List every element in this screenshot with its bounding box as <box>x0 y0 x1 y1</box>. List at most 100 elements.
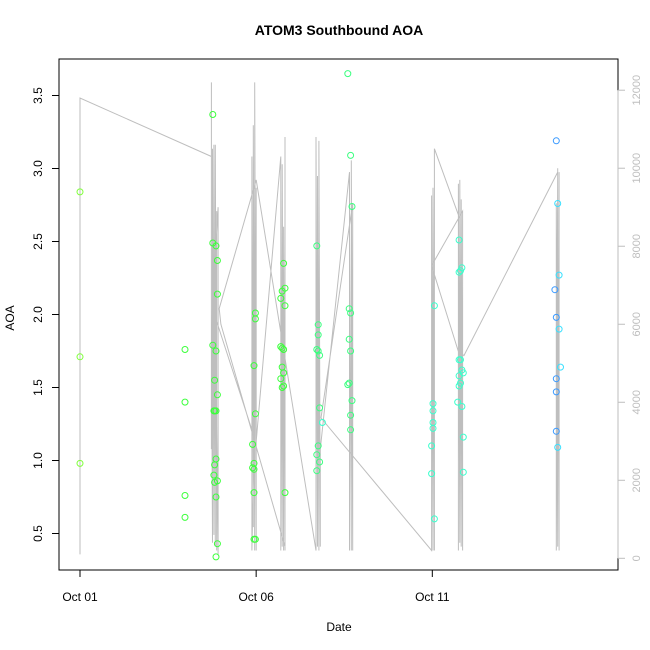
data-point <box>555 325 563 333</box>
data-point <box>316 351 324 359</box>
data-point <box>251 535 259 543</box>
data-point <box>457 379 464 387</box>
data-point <box>552 388 560 396</box>
data-point <box>430 302 438 310</box>
data-point <box>428 470 436 478</box>
data-point <box>348 397 356 405</box>
data-point <box>76 353 84 361</box>
y2-tick-label: 8000 <box>631 234 643 258</box>
data-point <box>313 346 321 353</box>
data-point <box>457 356 464 364</box>
data-point <box>345 379 353 387</box>
data-point <box>458 264 466 272</box>
data-point <box>552 375 560 383</box>
y-tick-label: 1.5 <box>31 379 45 396</box>
x-axis-label: Date <box>326 620 352 634</box>
data-point <box>430 515 438 523</box>
data-point <box>278 344 286 352</box>
data-point <box>348 203 356 210</box>
y2-axis: 0 2000 4000 6000 8000 10000 12000 <box>617 75 643 561</box>
y-tick-label: 2.5 <box>31 233 45 250</box>
data-point <box>429 400 437 408</box>
data-point <box>554 443 562 451</box>
data-point <box>280 369 288 377</box>
data-point <box>212 407 220 415</box>
data-point <box>459 369 467 377</box>
x-tick-label: Oct 06 <box>238 590 274 604</box>
y2-tick-label: 0 <box>631 555 643 561</box>
y-tick-label: 3.0 <box>31 160 45 177</box>
y-tick-label: 2.0 <box>31 306 45 323</box>
data-point <box>345 305 353 313</box>
data-point <box>552 427 560 435</box>
data-point <box>213 391 221 399</box>
data-point <box>316 458 324 466</box>
data-point <box>459 468 467 476</box>
line-series <box>79 82 560 555</box>
y-tick-label: 3.5 <box>31 87 45 104</box>
y-axis: 0.5 1.0 1.5 2.0 2.5 3.0 3.5 <box>31 87 60 542</box>
data-point <box>557 363 564 371</box>
y-tick-label: 1.0 <box>31 452 45 469</box>
data-point <box>213 540 221 548</box>
data-point <box>277 375 285 383</box>
data-point <box>250 465 258 473</box>
data-point <box>280 259 288 267</box>
data-point <box>251 410 259 418</box>
data-point <box>318 419 326 426</box>
x-tick-label: Oct 11 <box>415 590 450 604</box>
data-point <box>316 404 324 412</box>
y2-tick-label: 4000 <box>631 390 643 414</box>
data-point <box>551 286 559 294</box>
data-point <box>313 451 321 459</box>
data-point <box>213 290 221 298</box>
plot-frame <box>58 58 619 571</box>
chart-title: ATOM3 Southbound AOA <box>255 22 424 38</box>
data-point <box>212 347 220 355</box>
data-point <box>209 111 217 118</box>
data-point <box>181 513 189 521</box>
data-point <box>429 424 437 432</box>
data-point <box>552 137 560 145</box>
data-point <box>344 381 352 389</box>
data-point <box>249 464 257 472</box>
data-point <box>181 346 189 353</box>
data-point <box>181 398 189 406</box>
data-point <box>250 489 258 497</box>
data-point <box>314 331 322 339</box>
data-point <box>459 433 467 441</box>
data-point <box>347 309 355 317</box>
data-point <box>428 442 436 450</box>
data-point <box>213 477 221 485</box>
y2-tick-label: 2000 <box>631 468 643 492</box>
point-series <box>76 70 564 561</box>
data-point <box>554 200 562 207</box>
data-point <box>347 426 355 434</box>
data-point <box>278 384 286 391</box>
data-point <box>211 376 219 384</box>
data-point <box>76 188 84 196</box>
data-point <box>212 455 220 463</box>
data-point <box>314 347 322 355</box>
data-point <box>455 236 463 244</box>
data-point <box>344 70 352 78</box>
data-point <box>347 151 355 159</box>
line-trace <box>79 82 560 555</box>
data-point <box>277 294 285 302</box>
data-point <box>280 382 288 390</box>
data-point <box>281 284 289 292</box>
data-point <box>209 341 217 349</box>
data-point <box>181 492 189 499</box>
x-axis: Oct 01 Oct 06 Oct 11 <box>62 569 450 604</box>
data-point <box>213 257 221 264</box>
x-tick-label: Oct 01 <box>62 590 98 604</box>
data-point <box>458 403 466 410</box>
data-point <box>251 315 259 323</box>
data-point <box>347 347 355 355</box>
data-point <box>280 346 288 353</box>
y2-tick-label: 6000 <box>631 312 643 336</box>
data-point <box>281 302 289 310</box>
data-point <box>313 242 321 250</box>
data-point <box>429 407 437 415</box>
